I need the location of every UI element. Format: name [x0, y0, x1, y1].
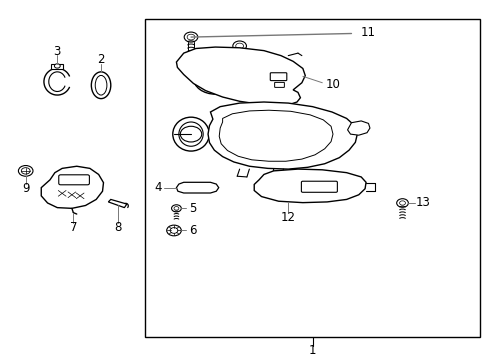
- Text: 6: 6: [188, 224, 196, 237]
- Circle shape: [396, 199, 407, 207]
- Circle shape: [184, 32, 198, 42]
- Circle shape: [21, 168, 30, 174]
- Circle shape: [54, 64, 60, 68]
- Circle shape: [201, 185, 207, 190]
- Circle shape: [235, 43, 243, 49]
- Text: 12: 12: [280, 211, 295, 224]
- Text: 3: 3: [54, 45, 61, 58]
- Polygon shape: [207, 102, 357, 169]
- Circle shape: [166, 225, 181, 236]
- Text: 5: 5: [188, 202, 196, 215]
- FancyBboxPatch shape: [270, 73, 286, 81]
- Text: 9: 9: [22, 182, 29, 195]
- Ellipse shape: [172, 117, 209, 151]
- Circle shape: [193, 62, 237, 94]
- Circle shape: [356, 125, 364, 130]
- Circle shape: [399, 201, 405, 205]
- Circle shape: [171, 205, 181, 212]
- Circle shape: [187, 34, 195, 40]
- Circle shape: [180, 126, 201, 142]
- Text: 13: 13: [415, 197, 430, 210]
- FancyBboxPatch shape: [274, 82, 284, 87]
- Circle shape: [174, 207, 179, 210]
- Ellipse shape: [95, 76, 107, 95]
- Text: 4: 4: [154, 181, 162, 194]
- FancyBboxPatch shape: [51, 64, 63, 69]
- Polygon shape: [108, 199, 126, 208]
- Text: 10: 10: [325, 78, 340, 91]
- Polygon shape: [41, 166, 103, 208]
- Circle shape: [183, 185, 190, 190]
- Ellipse shape: [179, 122, 203, 146]
- Polygon shape: [254, 169, 366, 203]
- Ellipse shape: [91, 72, 111, 99]
- Circle shape: [170, 228, 178, 233]
- Polygon shape: [347, 121, 369, 135]
- FancyBboxPatch shape: [59, 175, 89, 185]
- Polygon shape: [176, 182, 218, 193]
- Text: 2: 2: [97, 53, 104, 66]
- FancyBboxPatch shape: [301, 181, 337, 192]
- Polygon shape: [176, 47, 305, 105]
- Text: 11: 11: [360, 26, 375, 39]
- Circle shape: [19, 166, 33, 176]
- Text: 7: 7: [69, 221, 77, 234]
- Text: 8: 8: [114, 221, 122, 234]
- Circle shape: [232, 41, 246, 51]
- FancyBboxPatch shape: [144, 19, 479, 337]
- Text: 1: 1: [308, 344, 316, 357]
- Polygon shape: [219, 110, 332, 161]
